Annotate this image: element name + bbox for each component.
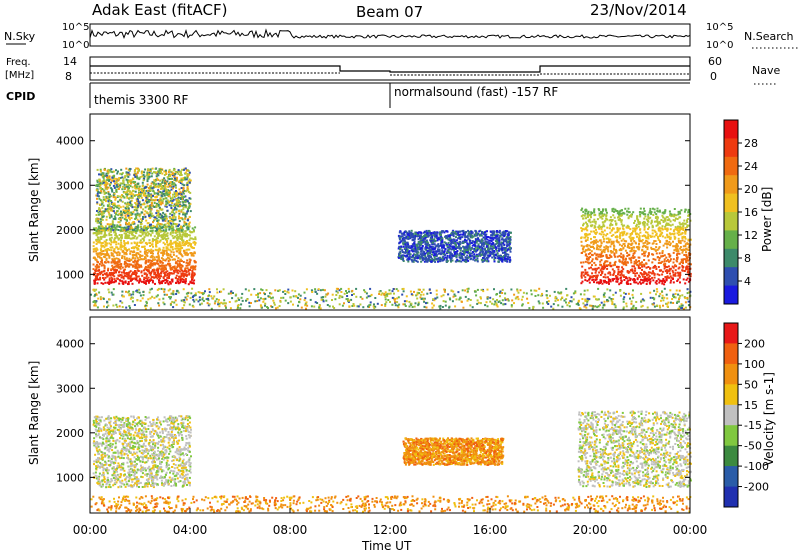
plot-canvas: Adak East (fitACF) Beam 07 23/Nov/2014 N… (0, 0, 800, 554)
colorbar-tick-label: 50 (744, 378, 758, 391)
frequency-trace (90, 66, 690, 72)
colorbar-swatch (724, 343, 738, 364)
data-region (580, 208, 692, 286)
freq-label-1: Freq. (6, 57, 31, 68)
noise-right-label: N.Search (744, 30, 794, 43)
x-tick-label: 20:00 (573, 523, 608, 537)
y-tick-label: 2000 (56, 427, 84, 440)
x-tick-label: 04:00 (173, 523, 208, 537)
date-label: 23/Nov/2014 (590, 1, 687, 19)
colorbar-swatch (724, 286, 738, 305)
data-region (90, 288, 691, 310)
noise-right-tick-bottom: 10^0 (706, 40, 733, 51)
nave-tick-top: 60 (708, 55, 722, 68)
colorbar-tick-label: 16 (744, 206, 758, 219)
nave-tick-bottom: 0 (710, 70, 717, 83)
colorbar-swatch (724, 267, 738, 286)
y-tick-label: 4000 (56, 338, 84, 351)
colorbar-swatch (724, 364, 738, 385)
power-colorbar-label: Power [dB] (760, 187, 774, 252)
colorbar-tick-label: 4 (744, 275, 751, 288)
noise-left-tick-bottom: 10^0 (62, 40, 89, 51)
velocity-y-label: Slant Range [km] (27, 361, 41, 465)
nave-label: Nave (752, 64, 780, 77)
data-region (93, 225, 197, 285)
colorbar-tick-label: 200 (744, 337, 765, 350)
colorbar-swatch (724, 249, 738, 268)
noise-left-label: N.Sky (4, 30, 36, 43)
noise-sky-trace (90, 30, 690, 40)
cpid-label: CPID (6, 90, 35, 103)
colorbar-swatch (724, 194, 738, 213)
y-tick-label: 3000 (56, 382, 84, 395)
colorbar-swatch (724, 175, 738, 194)
data-region (403, 437, 505, 466)
frequency-panel: Freq. [MHz] 14 8 60 0 Nave (5, 55, 780, 84)
station-title: Adak East (fitACF) (92, 1, 227, 19)
freq-tick-top: 14 (63, 55, 77, 68)
y-tick-label: 1000 (56, 471, 84, 484)
velocity-colorbar-label: Velocity [m s-1] (762, 372, 776, 466)
y-tick-label: 3000 (56, 179, 84, 192)
colorbar-swatch (724, 466, 738, 487)
colorbar-swatch (724, 138, 738, 157)
colorbar-swatch (724, 446, 738, 467)
data-region (95, 168, 192, 232)
data-region (91, 495, 692, 513)
colorbar-tick-label: 15 (744, 399, 758, 412)
colorbar-tick-label: 100 (744, 358, 765, 371)
x-tick-label: 00:00 (73, 523, 108, 537)
cpid-panel: CPID themis 3300 RF normalsound (fast) -… (6, 83, 690, 108)
power-y-label: Slant Range [km] (27, 158, 41, 262)
freq-label-2: [MHz] (5, 70, 34, 81)
velocity-panel: 1000 2000 3000 4000 Slant Range [km] 00:00 0… (27, 317, 776, 553)
nave-trace (90, 73, 690, 75)
velocity-heatmap (91, 411, 692, 513)
x-tick-label: 16:00 (473, 523, 508, 537)
data-region (93, 415, 192, 488)
colorbar-swatch (724, 405, 738, 426)
colorbar-tick-label: 24 (744, 160, 758, 173)
y-tick-label: 4000 (56, 135, 84, 148)
x-tick-label: 00:00 (673, 523, 708, 537)
colorbar-swatch (724, 384, 738, 405)
data-region (398, 230, 513, 263)
power-colorbar: 4 8 12 16 20 24 28 (724, 120, 758, 305)
radar-summary-plot: Adak East (fitACF) Beam 07 23/Nov/2014 N… (0, 0, 800, 554)
data-region (578, 411, 692, 489)
colorbar-tick-label: -50 (744, 440, 762, 453)
y-tick-label: 2000 (56, 224, 84, 237)
colorbar-swatch (724, 230, 738, 249)
colorbar-tick-label: 28 (744, 137, 758, 150)
colorbar-swatch (724, 157, 738, 176)
colorbar-swatch (724, 212, 738, 231)
beam-label: Beam 07 (356, 3, 423, 21)
colorbar-tick-label: 20 (744, 183, 758, 196)
colorbar-swatch (724, 425, 738, 446)
noise-left-tick-top: 10^5 (62, 22, 89, 33)
x-tick-label: 08:00 (273, 523, 308, 537)
noise-right-tick-top: 10^5 (706, 22, 733, 33)
power-panel: 1000 2000 3000 4000 Slant Range [km] 4 8 12 16… (27, 114, 774, 310)
y-tick-label: 1000 (56, 268, 84, 281)
colorbar-swatch (724, 120, 738, 139)
colorbar-tick-label: -200 (744, 481, 769, 494)
power-heatmap (90, 168, 692, 310)
colorbar-swatch (724, 323, 738, 344)
colorbar-swatch (724, 487, 738, 508)
cpid-segment-2: normalsound (fast) -157 RF (394, 85, 558, 99)
time-axis-label: Time UT (361, 539, 412, 553)
cpid-segment-1: themis 3300 RF (94, 93, 188, 107)
freq-tick-bottom: 8 (65, 70, 72, 83)
x-tick-label: 12:00 (373, 523, 408, 537)
colorbar-tick-label: 12 (744, 229, 758, 242)
noise-panel: N.Sky 10^5 10^0 10^5 10^0 N.Search (4, 22, 798, 51)
colorbar-tick-label: -15 (744, 419, 762, 432)
colorbar-tick-label: 8 (744, 252, 751, 265)
